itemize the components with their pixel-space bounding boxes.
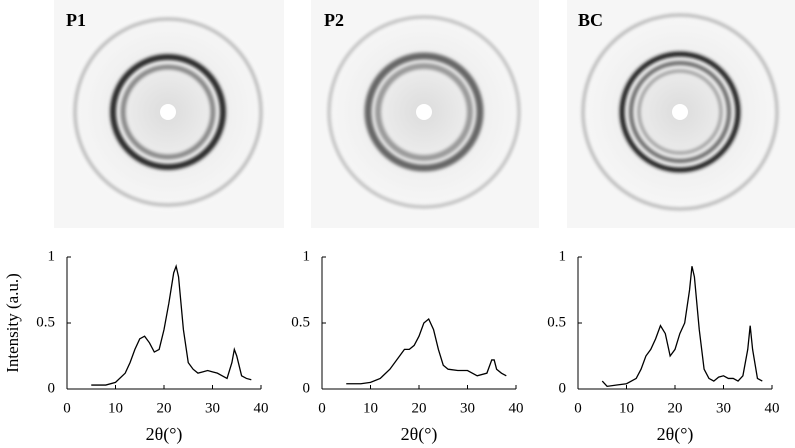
y-tick-label: 0.5 — [291, 314, 310, 330]
y-tick-label: 0.5 — [547, 314, 566, 330]
y-tick-label: 1 — [48, 248, 56, 264]
image-label: P2 — [324, 10, 344, 30]
diffraction-image: P1 — [54, 0, 284, 228]
data-line — [601, 266, 763, 388]
diffraction-image: P2 — [311, 0, 539, 228]
x-tick-label: 0 — [63, 400, 71, 416]
y-tick-label: 1 — [559, 248, 567, 264]
y-tick-label: 0.5 — [36, 314, 55, 330]
y-tick-label: 0 — [48, 380, 56, 396]
x-tick-label: 30 — [716, 400, 731, 416]
x-axis-label: 2θ(°) — [657, 424, 694, 445]
y-tick-label: 1 — [303, 248, 311, 264]
x-tick-label: 10 — [619, 400, 634, 416]
x-tick-label: 20 — [412, 400, 427, 416]
y-tick-label: 0 — [303, 380, 311, 396]
data-line — [346, 318, 507, 385]
x-tick-label: 30 — [205, 400, 220, 416]
x-tick-label: 0 — [574, 400, 582, 416]
x-tick-label: 20 — [668, 400, 683, 416]
x-tick-label: 30 — [460, 400, 475, 416]
x-axis-label: 2θ(°) — [401, 424, 438, 445]
diffraction-image: BC — [567, 0, 795, 228]
x-tick-label: 40 — [509, 400, 524, 416]
x-tick-label: 10 — [363, 400, 378, 416]
image-label: P1 — [66, 10, 86, 30]
x-tick-label: 10 — [108, 400, 123, 416]
x-tick-label: 40 — [765, 400, 780, 416]
x-tick-label: 0 — [318, 400, 326, 416]
x-tick-label: 40 — [254, 400, 269, 416]
y-tick-label: 0 — [559, 380, 567, 396]
y-axis-label: Intensity (a.u.) — [3, 273, 22, 373]
data-line — [91, 263, 252, 386]
image-label: BC — [578, 10, 603, 30]
x-axis-label: 2θ(°) — [146, 424, 183, 445]
x-tick-label: 20 — [157, 400, 172, 416]
